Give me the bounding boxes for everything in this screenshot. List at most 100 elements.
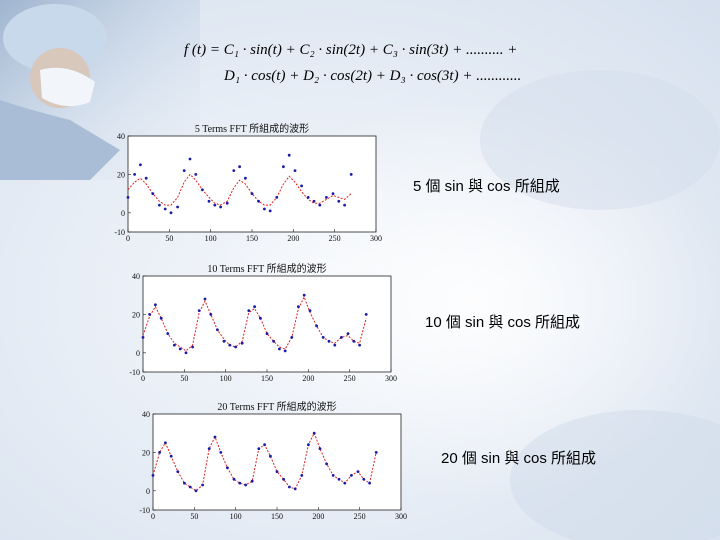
data-point (151, 192, 155, 195)
data-point (222, 339, 226, 343)
data-point (325, 196, 328, 199)
y-tick-label: 20 (142, 448, 150, 457)
data-point (265, 332, 269, 335)
data-point (219, 451, 223, 454)
data-point (216, 328, 219, 332)
chart-title: 10 Terms FFT 所組成的波形 (207, 262, 326, 275)
data-point (158, 451, 161, 454)
data-point (315, 324, 318, 328)
data-point (247, 309, 251, 312)
data-point (308, 309, 312, 312)
data-point (263, 207, 266, 211)
data-point (257, 447, 261, 450)
data-point (272, 339, 275, 343)
x-tick-label: 100 (205, 234, 217, 243)
data-point (207, 447, 211, 450)
caption-5-terms: 5 個 sin 與 cos 所組成 (413, 178, 560, 195)
data-point (318, 447, 322, 450)
data-point (166, 332, 170, 335)
data-point (340, 336, 343, 339)
y-tick-label: 40 (132, 272, 140, 281)
data-point (307, 443, 310, 447)
data-point (188, 485, 192, 489)
data-point (297, 305, 300, 309)
data-point (139, 163, 142, 167)
x-tick-label: 250 (344, 374, 356, 383)
x-tick-label: 50 (180, 374, 188, 383)
y-tick-label: 40 (117, 132, 125, 141)
data-point (300, 474, 304, 477)
data-point (268, 209, 272, 213)
x-tick-label: 0 (126, 234, 130, 243)
data-point (312, 199, 316, 203)
data-point (240, 341, 244, 345)
data-point (374, 451, 378, 454)
x-tick-label: 0 (151, 512, 155, 521)
data-point (253, 305, 256, 309)
data-point (333, 343, 337, 347)
data-point (197, 309, 201, 312)
data-point (327, 339, 331, 343)
data-point (133, 173, 136, 176)
x-tick-label: 300 (385, 374, 397, 383)
data-point (213, 203, 217, 207)
data-point (191, 345, 194, 349)
plot-area (152, 413, 402, 511)
data-point (141, 336, 145, 339)
data-point (154, 303, 157, 307)
x-tick-label: 200 (302, 374, 314, 383)
data-point (331, 192, 335, 195)
data-point (151, 474, 155, 477)
data-point (346, 332, 350, 335)
y-tick-label: -10 (139, 506, 150, 515)
data-point (275, 196, 279, 199)
data-point (158, 203, 161, 207)
data-point (325, 462, 328, 466)
data-point (194, 489, 198, 493)
plot-area (142, 275, 392, 373)
data-point (232, 169, 236, 172)
formula-line-1: f (t) = C₁ · sin(t) + C₂ · sin(2t) + C₃ … (184, 42, 518, 58)
caption-20-terms: 20 個 sin 與 cos 所組成 (441, 450, 597, 467)
data-point (337, 199, 341, 203)
data-point (169, 454, 173, 458)
x-tick-label: 300 (370, 234, 382, 243)
caption-10-terms: 10 個 sin 與 cos 所組成 (425, 314, 581, 331)
data-point (288, 485, 291, 489)
y-tick-label: -10 (114, 228, 125, 237)
chart-title: 5 Terms FFT 所組成的波形 (195, 122, 309, 135)
data-point (290, 336, 294, 339)
data-point (362, 477, 366, 481)
data-point (300, 184, 303, 188)
data-point (244, 483, 247, 487)
data-point (312, 431, 316, 435)
formula-line-2: D₁ · cos(t) + D₂ · cos(2t) + D₃ · cos(3t… (224, 68, 522, 84)
chart-10-terms: 10 Terms FFT 所組成的波形 0 50 100 150 200 250 300 -10… (125, 260, 405, 386)
y-tick-label: 20 (117, 170, 125, 179)
data-point (269, 454, 272, 458)
data-point (293, 169, 297, 172)
data-point (368, 481, 371, 485)
data-point (219, 205, 222, 209)
data-point (287, 153, 291, 157)
data-point (275, 470, 279, 473)
data-point (337, 477, 341, 481)
data-point (350, 474, 353, 477)
y-tick-label: 40 (142, 410, 150, 419)
data-point (250, 192, 254, 195)
data-point (225, 201, 229, 205)
data-point (173, 343, 176, 347)
x-tick-label: 200 (312, 512, 324, 521)
data-point (194, 173, 198, 176)
data-point (232, 477, 236, 481)
data-point (201, 483, 204, 487)
data-point (356, 470, 360, 473)
chart-20-terms: 20 Terms FFT 所組成的波形 0 50 100 150 200 250 300 -10… (135, 398, 415, 524)
data-point (321, 336, 325, 339)
data-point (169, 211, 173, 215)
data-point (188, 157, 192, 161)
x-tick-label: 150 (246, 234, 258, 243)
x-tick-label: 0 (141, 374, 145, 383)
x-tick-label: 250 (354, 512, 366, 521)
